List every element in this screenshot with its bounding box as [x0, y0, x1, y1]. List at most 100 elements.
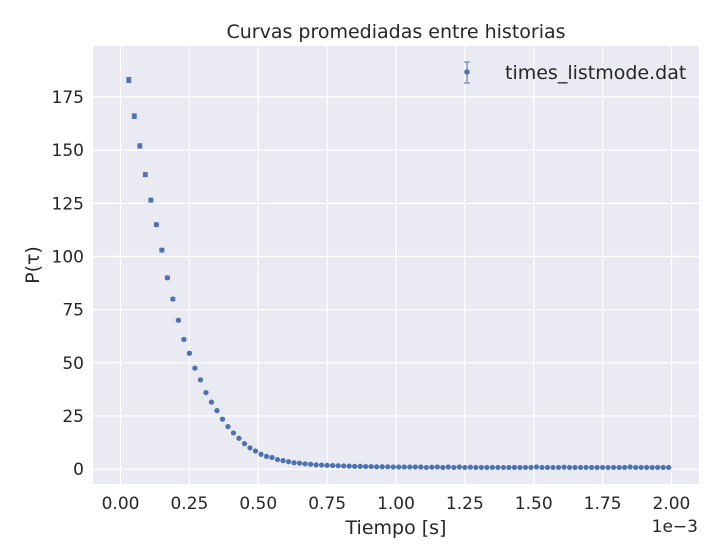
data-marker: [616, 464, 622, 471]
data-marker: [633, 464, 639, 471]
data-point: [153, 222, 159, 228]
data-marker: [539, 464, 545, 471]
data-marker: [247, 445, 253, 451]
data-marker: [352, 463, 358, 469]
data-marker: [429, 464, 435, 470]
x-tick-label: 0.25: [170, 494, 208, 514]
data-marker: [478, 464, 484, 471]
data-point: [544, 464, 551, 471]
data-point: [633, 464, 639, 471]
data-point: [175, 317, 181, 323]
data-point: [588, 464, 595, 471]
data-marker: [131, 113, 137, 119]
data-point: [159, 247, 165, 253]
data-point: [341, 463, 347, 469]
data-marker: [153, 222, 159, 228]
data-point: [225, 423, 231, 430]
data-point: [555, 464, 562, 471]
data-marker: [319, 462, 325, 468]
data-marker: [638, 464, 644, 471]
data-marker: [588, 464, 595, 471]
data-marker: [577, 464, 584, 471]
data-point: [148, 197, 154, 203]
data-marker: [308, 461, 314, 467]
data-point: [379, 464, 385, 470]
x-tick-label: 0.00: [102, 494, 140, 514]
data-point: [319, 462, 325, 468]
data-marker: [583, 464, 589, 471]
data-point: [291, 460, 297, 466]
data-marker: [445, 464, 451, 470]
data-marker: [274, 456, 281, 463]
data-point: [247, 445, 253, 451]
x-offset-label: 1e−3: [652, 517, 698, 537]
data-marker: [489, 464, 496, 471]
data-marker: [285, 459, 292, 465]
data-marker: [203, 389, 209, 396]
y-tick-label: 125: [52, 194, 84, 214]
data-point: [451, 464, 457, 471]
data-marker: [605, 464, 611, 471]
data-point: [666, 464, 672, 471]
data-point: [241, 441, 248, 447]
y-tick-label: 0: [73, 460, 84, 480]
data-marker: [484, 464, 490, 471]
data-point: [374, 464, 380, 470]
data-point: [296, 460, 303, 466]
data-marker: [473, 464, 479, 471]
data-point: [660, 464, 666, 471]
data-marker: [186, 350, 193, 356]
data-point: [655, 464, 661, 471]
data-point: [313, 462, 319, 468]
data-marker: [148, 197, 154, 203]
data-point: [131, 113, 137, 120]
data-marker: [390, 464, 396, 470]
data-point: [302, 461, 308, 467]
data-point: [484, 464, 490, 471]
data-marker: [263, 453, 270, 459]
y-tick-label: 75: [62, 301, 84, 321]
data-point: [219, 416, 226, 422]
data-point: [230, 430, 237, 436]
data-point: [511, 464, 518, 471]
data-marker: [396, 464, 402, 470]
data-point: [236, 435, 242, 441]
data-marker: [142, 172, 148, 178]
data-marker: [561, 464, 567, 470]
data-marker: [599, 464, 606, 471]
data-marker: [412, 464, 418, 470]
data-marker: [385, 464, 391, 470]
data-point: [186, 350, 193, 356]
data-point: [539, 464, 545, 471]
data-point: [500, 464, 507, 471]
data-marker: [511, 464, 518, 471]
x-tick-label: 2.00: [653, 494, 691, 514]
data-marker: [208, 399, 215, 405]
data-marker: [126, 77, 132, 83]
data-marker: [456, 464, 462, 470]
data-marker: [302, 461, 308, 467]
data-point: [561, 464, 567, 470]
data-marker: [506, 464, 512, 471]
data-point: [280, 458, 286, 464]
data-marker: [462, 464, 468, 471]
data-marker: [241, 441, 248, 447]
y-tick-label: 150: [52, 141, 84, 161]
data-point: [197, 377, 204, 383]
legend: times_listmode.dat: [464, 61, 686, 84]
data-point: [385, 464, 391, 470]
data-marker: [214, 408, 220, 414]
data-point: [429, 464, 435, 470]
data-marker: [451, 464, 457, 471]
data-point: [335, 463, 341, 469]
data-point: [269, 454, 275, 461]
data-point: [412, 464, 418, 470]
data-marker: [555, 464, 562, 471]
data-marker: [407, 464, 413, 470]
data-point: [252, 448, 259, 454]
data-marker: [313, 462, 319, 468]
x-tick-label: 1.50: [515, 494, 553, 514]
data-point: [456, 464, 462, 470]
data-marker: [252, 448, 259, 454]
x-tick-label: 0.75: [308, 494, 346, 514]
